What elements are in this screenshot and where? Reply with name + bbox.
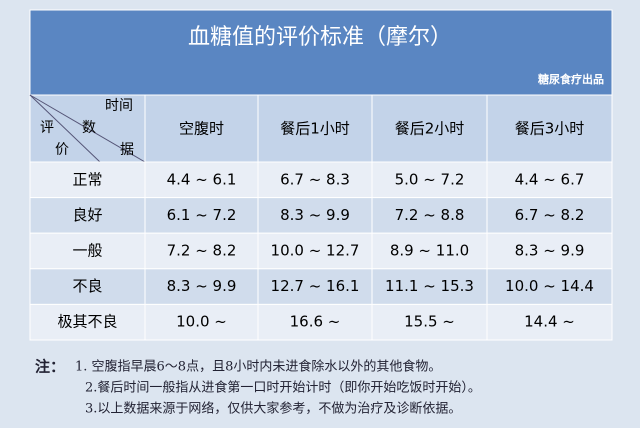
row-label: 正常	[72, 170, 102, 188]
cell-value: 7.2 ~ 8.8	[395, 206, 465, 224]
diagonal	[29, 94, 101, 163]
cell-value: 8.3 ~ 9.9	[280, 206, 350, 224]
note: 2.餐后时间一般指从进食第一口时开始计时（即你开始吃饭时开始）。	[85, 380, 481, 396]
corner-label: 价	[55, 142, 69, 158]
title: 血糖值的评价标准（摩尔）	[188, 25, 452, 50]
cell-value: 7.2 ~ 8.2	[167, 242, 237, 260]
cell-value: 8.9 ~ 11.0	[390, 242, 469, 260]
cell-value: 11.1 ~ 15.3	[385, 277, 474, 295]
cell-value: 10.0 ~ 14.4	[505, 277, 594, 295]
cell-value: 8.3 ~ 9.9	[515, 242, 585, 260]
cell-value: 5.0 ~ 7.2	[395, 170, 465, 188]
header-row	[29, 94, 613, 163]
corner-label: 据	[120, 142, 134, 158]
title-band	[29, 9, 613, 96]
note: 3.以上数据来源于网络，仅供大家参考，不做为治疗及诊断依据。	[85, 401, 461, 417]
cell-value: 4.4 ~ 6.1	[167, 170, 237, 188]
cell-value: 12.7 ~ 16.1	[271, 277, 360, 295]
cell-value: 10.0 ~ 12.7	[271, 242, 360, 260]
column-header: 餐后1小时	[280, 120, 350, 138]
table-row	[29, 232, 613, 270]
cell-value: 6.7 ~ 8.2	[515, 206, 585, 224]
table-row	[29, 197, 613, 234]
cell-value: 6.1 ~ 7.2	[167, 206, 237, 224]
cell-value: 15.5 ~	[404, 313, 455, 331]
note: 1. 空腹指早晨6～8点，且8小时内未进食除水以外的其他食物。	[75, 359, 441, 375]
cell-value: 8.3 ~ 9.9	[167, 277, 237, 295]
corner-label: 评	[40, 120, 54, 136]
corner-label: 数	[82, 120, 96, 136]
cell-value: 6.7 ~ 8.3	[280, 170, 350, 188]
table-row	[29, 303, 613, 341]
diagonal	[29, 94, 146, 163]
column-header: 空腹时	[179, 120, 224, 138]
row-label: 一般	[72, 242, 102, 260]
table-row	[29, 161, 613, 199]
cell-value: 16.6 ~	[290, 313, 341, 331]
cell-value: 4.4 ~ 6.7	[515, 170, 585, 188]
column-header: 餐后3小时	[515, 120, 585, 138]
table-row	[29, 268, 613, 305]
cell-value: 10.0 ~	[176, 313, 227, 331]
row-label: 良好	[72, 206, 102, 224]
corner-label: 时间	[105, 98, 133, 114]
notes-label: 注：	[35, 358, 65, 376]
row-label: 极其不良	[57, 313, 117, 331]
column-header: 餐后2小时	[395, 120, 465, 138]
cell-value: 14.4 ~	[524, 313, 575, 331]
notes: 1. 空腹指早晨6～8点，且8小时内未进食除水以外的其他食物。 2.餐后时间一般指…	[75, 359, 481, 417]
subtitle: 糖尿食疗出品	[538, 72, 604, 86]
row-label: 不良	[72, 277, 102, 295]
